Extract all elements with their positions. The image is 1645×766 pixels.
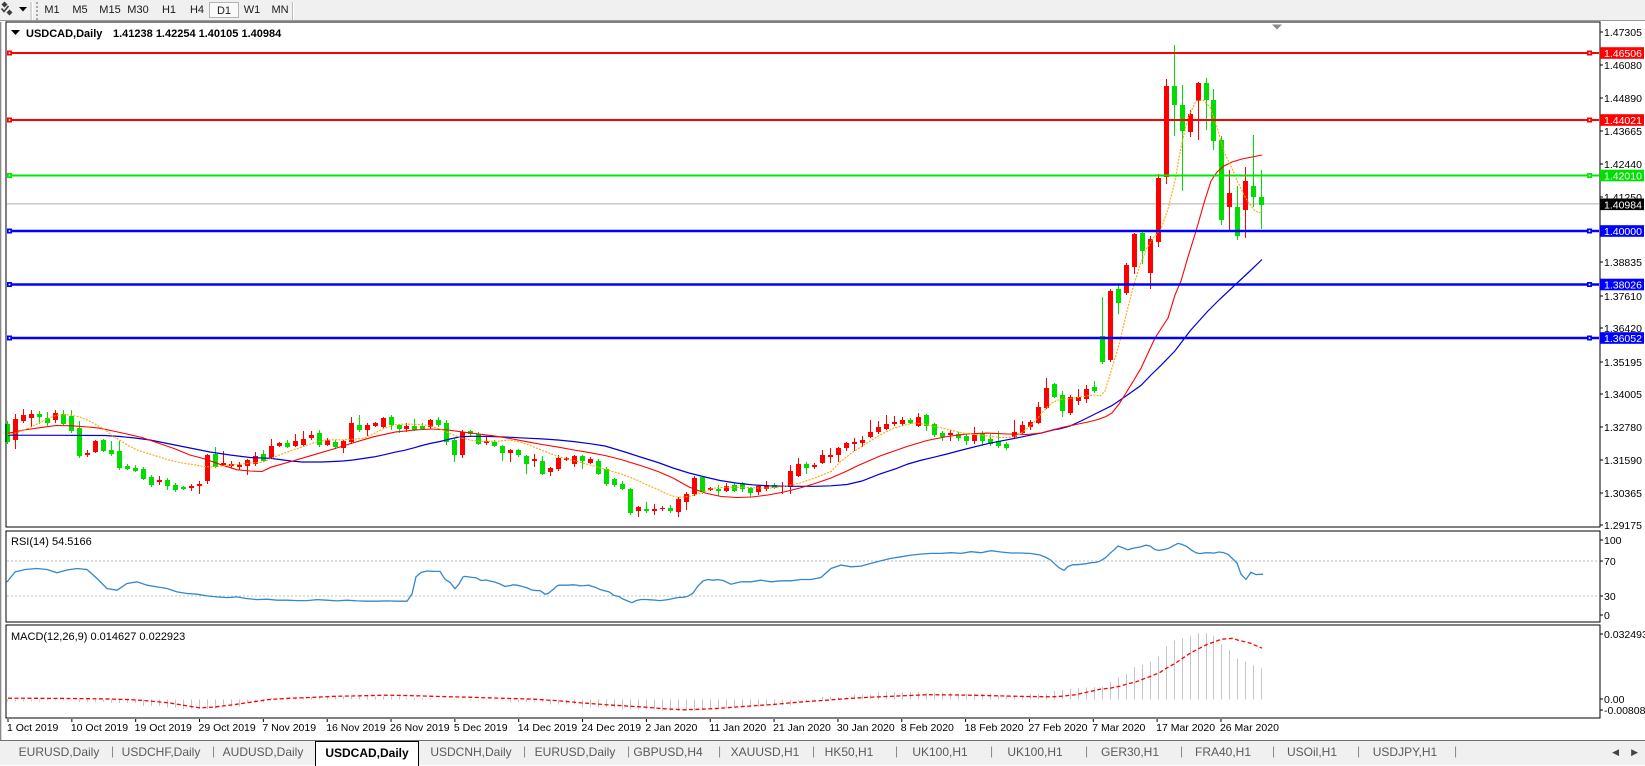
svg-text:USDCAD,Daily: USDCAD,Daily [26,28,103,40]
svg-text:0.032493: 0.032493 [1604,629,1645,641]
svg-text:18 Feb 2020: 18 Feb 2020 [965,722,1024,734]
svg-text:1.34005: 1.34005 [1604,389,1642,401]
svg-text:1.42010: 1.42010 [1604,171,1642,183]
svg-text:11 Jan 2020: 11 Jan 2020 [709,722,766,734]
svg-text:21 Jan 2020: 21 Jan 2020 [773,722,831,734]
svg-text:26 Nov 2019: 26 Nov 2019 [390,722,450,734]
svg-text:14 Dec 2019: 14 Dec 2019 [518,722,578,734]
svg-text:1.43665: 1.43665 [1604,126,1642,138]
svg-text:100: 100 [1604,535,1622,547]
svg-text:1.40984: 1.40984 [1604,199,1642,211]
svg-text:1.47305: 1.47305 [1604,27,1642,39]
svg-text:5 Dec 2019: 5 Dec 2019 [454,722,508,734]
svg-text:0: 0 [1604,610,1610,622]
svg-text:-0.008086: -0.008086 [1604,705,1645,717]
svg-text:16 Nov 2019: 16 Nov 2019 [326,722,386,734]
svg-text:1.29175: 1.29175 [1604,520,1642,532]
svg-text:24 Dec 2019: 24 Dec 2019 [582,722,642,734]
svg-text:1.44021: 1.44021 [1604,115,1642,127]
svg-text:8 Feb 2020: 8 Feb 2020 [901,722,954,734]
svg-text:2 Jan 2020: 2 Jan 2020 [645,722,697,734]
svg-text:30: 30 [1604,591,1616,603]
svg-text:26 Mar 2020: 26 Mar 2020 [1220,722,1279,734]
svg-text:7 Nov 2019: 7 Nov 2019 [262,722,316,734]
svg-text:1.32780: 1.32780 [1604,422,1642,434]
svg-text:RSI(14) 54.5166: RSI(14) 54.5166 [11,536,92,548]
svg-text:30 Jan 2020: 30 Jan 2020 [837,722,895,734]
svg-text:1.31590: 1.31590 [1604,455,1642,467]
svg-text:0.00: 0.00 [1604,694,1625,706]
svg-text:7 Mar 2020: 7 Mar 2020 [1092,722,1145,734]
svg-text:1.38835: 1.38835 [1604,257,1642,269]
svg-text:1.41238 1.42254 1.40105 1.4098: 1.41238 1.42254 1.40105 1.40984 [113,28,282,40]
svg-text:10 Oct 2019: 10 Oct 2019 [71,722,128,734]
svg-text:1.44890: 1.44890 [1604,93,1642,105]
svg-text:19 Oct 2019: 19 Oct 2019 [135,722,192,734]
svg-text:1.37610: 1.37610 [1604,291,1642,303]
svg-text:29 Oct 2019: 29 Oct 2019 [199,722,256,734]
svg-text:1.30365: 1.30365 [1604,488,1642,500]
svg-text:27 Feb 2020: 27 Feb 2020 [1028,722,1087,734]
svg-text:70: 70 [1604,556,1616,568]
svg-text:1.36420: 1.36420 [1604,323,1642,335]
svg-text:1.36052: 1.36052 [1604,333,1642,345]
svg-text:MACD(12,26,9) 0.014627 0.02292: MACD(12,26,9) 0.014627 0.022923 [11,631,185,643]
svg-text:1 Oct 2019: 1 Oct 2019 [7,722,59,734]
svg-text:1.46506: 1.46506 [1604,48,1642,60]
svg-text:1.40000: 1.40000 [1604,226,1642,238]
svg-text:1.46080: 1.46080 [1604,60,1642,72]
svg-text:1.42440: 1.42440 [1604,159,1642,171]
svg-text:17 Mar 2020: 17 Mar 2020 [1156,722,1215,734]
svg-text:1.35195: 1.35195 [1604,357,1642,369]
svg-text:1.38026: 1.38026 [1604,280,1642,292]
